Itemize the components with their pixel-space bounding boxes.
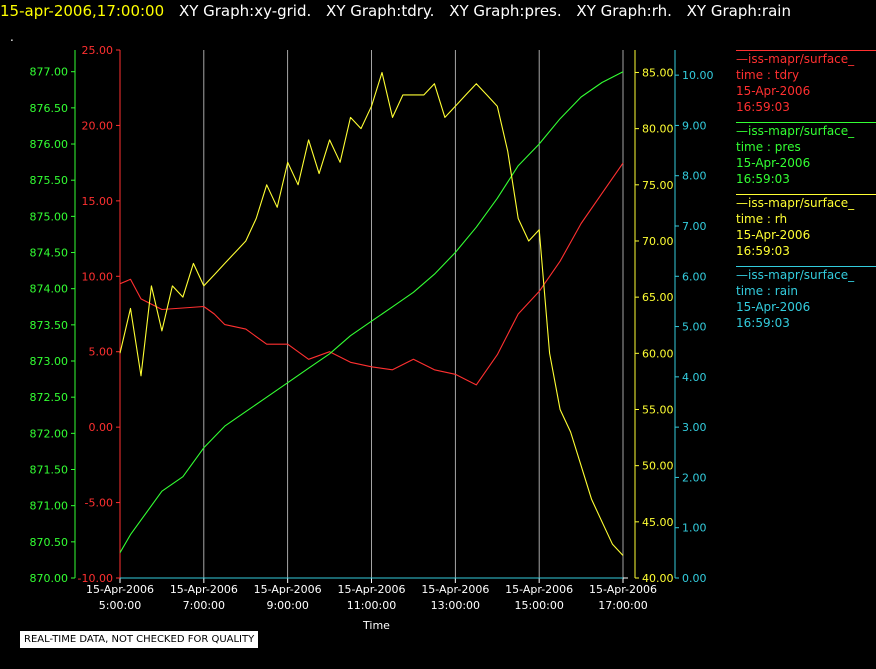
pres-tick-label-13: 876.50 <box>30 102 69 115</box>
legend-tdry-var: time : tdry <box>736 68 800 82</box>
rh-tick-label-8: 80.00 <box>642 123 674 136</box>
dot-marker: . <box>10 30 14 44</box>
legend-rain-dash: — <box>736 268 748 282</box>
rain-tick-label-2: 2.00 <box>682 471 707 484</box>
graph-label-xy-grid: XY Graph:xy-grid. <box>178 2 312 20</box>
quality-note: REAL-TIME DATA, NOT CHECKED FOR QUALITY <box>20 631 259 648</box>
legend-rh-dash: — <box>736 196 748 210</box>
pres-tick-label-5: 872.50 <box>30 391 69 404</box>
x-tick-date-4: 15-Apr-2006 <box>421 583 489 596</box>
rain-tick-label-1: 1.00 <box>682 522 707 535</box>
legend-pres-date: 15-Apr-2006 <box>736 156 811 170</box>
x-tick-time-1: 7:00:00 <box>183 599 225 612</box>
rh-tick-label-6: 70.00 <box>642 235 674 248</box>
legend-rain-date: 15-Apr-2006 <box>736 300 811 314</box>
series-tdry <box>119 162 624 386</box>
rain-tick-label-8: 8.00 <box>682 170 707 183</box>
x-tick-date-1: 15-Apr-2006 <box>170 583 238 596</box>
legend-rh-name: —iss-mapr/surface_ <box>736 196 855 210</box>
timestamp: 15-apr-2006,17:00:00 <box>0 2 165 20</box>
pres-tick-label-9: 874.50 <box>30 247 69 260</box>
tdry-tick-label-7: 25.00 <box>82 44 114 57</box>
series-pres <box>119 71 624 553</box>
pres-tick-label-10: 875.00 <box>30 210 69 223</box>
rain-tick-label-3: 3.00 <box>682 421 707 434</box>
title-bar: 15-apr-2006,17:00:00 XY Graph:xy-grid. X… <box>0 2 791 24</box>
rh-tick-label-2: 50.00 <box>642 460 674 473</box>
legend-pres-name: —iss-mapr/surface_ <box>736 124 855 138</box>
tdry-tick-label-1: -5.00 <box>85 497 113 510</box>
tdry-tick-label-0: -10.00 <box>78 572 113 585</box>
rain-tick-label-9: 9.00 <box>682 119 707 132</box>
rain-tick-label-6: 6.00 <box>682 270 707 283</box>
legend-rh-var: time : rh <box>736 212 788 226</box>
x-tick-date-0: 15-Apr-2006 <box>86 583 154 596</box>
pres-tick-label-14: 877.00 <box>30 66 69 79</box>
series-rh <box>119 71 624 556</box>
tdry-tick-label-6: 20.00 <box>82 119 114 132</box>
x-tick-date-2: 15-Apr-2006 <box>254 583 322 596</box>
rain-tick-label-5: 5.00 <box>682 321 707 334</box>
pres-tick-label-12: 876.00 <box>30 138 69 151</box>
graph-label-tdry: XY Graph:tdry. <box>326 2 435 20</box>
tdry-tick-label-5: 15.00 <box>82 195 114 208</box>
legend-tdry: —iss-mapr/surface_ time : tdry 15-Apr-20… <box>736 50 876 115</box>
pres-tick-label-2: 871.00 <box>30 500 69 513</box>
x-tick-time-6: 17:00:00 <box>598 599 647 612</box>
pres-tick-label-3: 871.50 <box>30 464 69 477</box>
legend-pres-var: time : pres <box>736 140 801 154</box>
tdry-tick-label-3: 5.00 <box>89 346 114 359</box>
rh-tick-label-3: 55.00 <box>642 403 674 416</box>
x-tick-date-3: 15-Apr-2006 <box>337 583 405 596</box>
x-tick-time-2: 9:00:00 <box>266 599 308 612</box>
legend-rain: —iss-mapr/surface_ time : rain 15-Apr-20… <box>736 266 876 331</box>
legend-pres-time: 16:59:03 <box>736 172 790 186</box>
graph-label-rh: XY Graph:rh. <box>576 2 672 20</box>
x-axis-label: Time <box>362 619 390 632</box>
pres-tick-label-7: 873.50 <box>30 319 69 332</box>
rh-tick-label-9: 85.00 <box>642 66 674 79</box>
legend-pres-dash: — <box>736 124 748 138</box>
legend-tdry-dash: — <box>736 52 748 66</box>
graph-label-rain: XY Graph:rain <box>686 2 791 20</box>
legend-rain-var: time : rain <box>736 284 799 298</box>
pres-tick-label-0: 870.00 <box>30 572 69 585</box>
pres-tick-label-11: 875.50 <box>30 174 69 187</box>
legend-tdry-time: 16:59:03 <box>736 100 790 114</box>
legend-rain-time: 16:59:03 <box>736 316 790 330</box>
rh-tick-label-5: 65.00 <box>642 291 674 304</box>
x-tick-time-4: 13:00:00 <box>431 599 480 612</box>
rain-tick-label-7: 7.00 <box>682 220 707 233</box>
legend-rh-time: 16:59:03 <box>736 244 790 258</box>
rh-tick-label-1: 45.00 <box>642 516 674 529</box>
legend-rh: —iss-mapr/surface_ time : rh 15-Apr-2006… <box>736 194 876 259</box>
pres-tick-label-1: 870.50 <box>30 536 69 549</box>
rh-tick-label-4: 60.00 <box>642 347 674 360</box>
legend-tdry-date: 15-Apr-2006 <box>736 84 811 98</box>
legend-rh-date: 15-Apr-2006 <box>736 228 811 242</box>
graph-label-pres: XY Graph:pres. <box>449 2 562 20</box>
pres-tick-label-4: 872.00 <box>30 427 69 440</box>
pres-tick-label-8: 874.00 <box>30 283 69 296</box>
rh-tick-label-0: 40.00 <box>642 572 674 585</box>
rain-tick-label-0: 0.00 <box>682 572 707 585</box>
x-tick-date-6: 15-Apr-2006 <box>589 583 657 596</box>
legend-pres: —iss-mapr/surface_ time : pres 15-Apr-20… <box>736 122 876 187</box>
tdry-tick-label-2: 0.00 <box>89 421 114 434</box>
tdry-tick-label-4: 10.00 <box>82 270 114 283</box>
rain-tick-label-10: 10.00 <box>682 69 714 82</box>
x-tick-time-0: 5:00:00 <box>99 599 141 612</box>
rain-tick-label-4: 4.00 <box>682 371 707 384</box>
x-tick-date-5: 15-Apr-2006 <box>505 583 573 596</box>
legend-tdry-name: —iss-mapr/surface_ <box>736 52 855 66</box>
legend-rain-name: —iss-mapr/surface_ <box>736 268 855 282</box>
pres-tick-label-6: 873.00 <box>30 355 69 368</box>
x-tick-time-5: 15:00:00 <box>514 599 563 612</box>
rh-tick-label-7: 75.00 <box>642 179 674 192</box>
x-tick-time-3: 11:00:00 <box>347 599 396 612</box>
